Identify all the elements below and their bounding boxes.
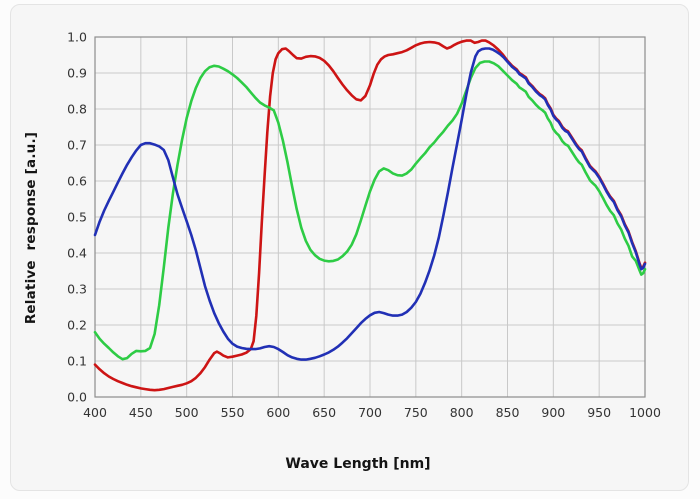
x-tick-label: 750 — [404, 405, 428, 420]
x-tick-label: 900 — [541, 405, 565, 420]
y-tick-label: 0.0 — [67, 390, 87, 405]
x-tick-label: 800 — [450, 405, 474, 420]
y-tick-label: 0.7 — [67, 138, 87, 153]
y-tick-label: 0.2 — [67, 318, 87, 333]
x-axis-title: Wave Length [nm] — [285, 456, 431, 472]
x-tick-label: 400 — [83, 405, 107, 420]
y-axis-title: Relative response [a.u.] — [23, 131, 39, 325]
x-tick-label: 1000 — [629, 405, 661, 420]
x-tick-label: 600 — [266, 405, 290, 420]
x-tick-label: 450 — [129, 405, 153, 420]
plot-border — [94, 36, 646, 398]
y-tick-label: 0.6 — [67, 174, 87, 189]
x-tick-label: 500 — [175, 405, 199, 420]
x-tick-label: 700 — [358, 405, 382, 420]
x-tick-label: 950 — [587, 405, 611, 420]
y-tick-label: 0.9 — [67, 66, 87, 81]
y-tick-label: 0.3 — [67, 282, 87, 297]
y-tick-label: 1.0 — [67, 30, 87, 45]
x-tick-label: 550 — [221, 405, 245, 420]
x-tick-label: 650 — [312, 405, 336, 420]
y-tick-label: 0.8 — [67, 102, 87, 117]
x-tick-label: 850 — [496, 405, 520, 420]
blue-channel-curve — [93, 47, 647, 361]
green-channel-curve — [93, 60, 647, 361]
y-tick-label: 0.4 — [67, 246, 87, 261]
y-tick-label: 0.1 — [67, 354, 87, 369]
y-tick-label: 0.5 — [67, 210, 87, 225]
